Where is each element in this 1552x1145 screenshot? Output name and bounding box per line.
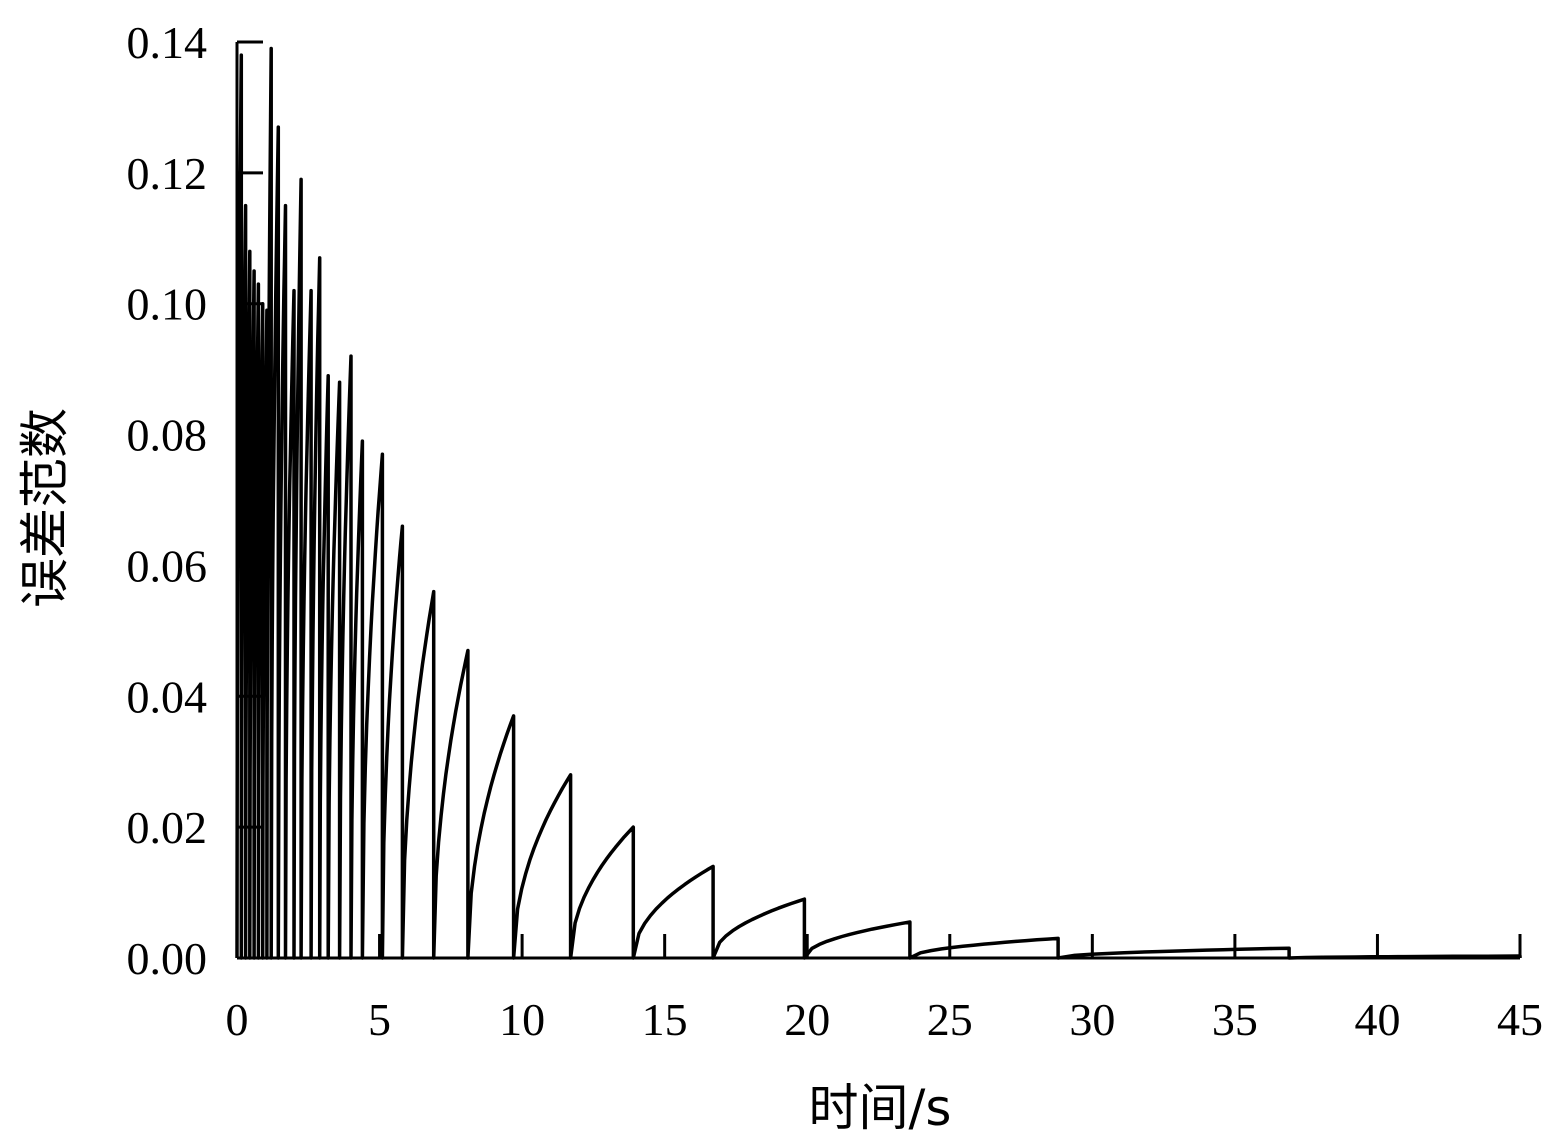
x-tick-label: 25 bbox=[927, 994, 973, 1045]
x-tick-label: 10 bbox=[499, 994, 545, 1045]
y-axis-ticks: 0.00 0.02 0.04 0.06 0.08 0.10 0.12 0.14 bbox=[127, 17, 263, 984]
y-tick-label: 0.02 bbox=[127, 802, 208, 853]
x-tick-label: 30 bbox=[1069, 994, 1115, 1045]
y-tick-label: 0.04 bbox=[127, 671, 208, 722]
y-tick-label: 0.08 bbox=[127, 410, 208, 461]
x-tick-label: 0 bbox=[226, 994, 249, 1045]
x-tick-label: 20 bbox=[784, 994, 830, 1045]
x-tick-label: 35 bbox=[1212, 994, 1258, 1045]
x-tick-label: 40 bbox=[1354, 994, 1400, 1045]
chart-axes bbox=[235, 40, 1520, 960]
y-tick-label: 0.12 bbox=[127, 148, 208, 199]
y-tick-label: 0.10 bbox=[127, 279, 208, 330]
y-tick-label: 0.06 bbox=[127, 540, 208, 591]
x-tick-label: 15 bbox=[642, 994, 688, 1045]
series-error-norm bbox=[235, 46, 1522, 960]
x-axis-title: 时间/s bbox=[809, 1079, 952, 1137]
x-tick-label: 5 bbox=[368, 994, 391, 1045]
series-line bbox=[235, 46, 1522, 960]
y-tick-label: 0.00 bbox=[127, 933, 208, 984]
y-tick-label: 0.14 bbox=[127, 17, 208, 68]
x-axis-ticks: 0 5 10 15 20 25 30 35 40 45 bbox=[226, 934, 1543, 1045]
y-axis-title: 误差范数 bbox=[16, 408, 74, 608]
x-tick-label: 45 bbox=[1497, 994, 1543, 1045]
